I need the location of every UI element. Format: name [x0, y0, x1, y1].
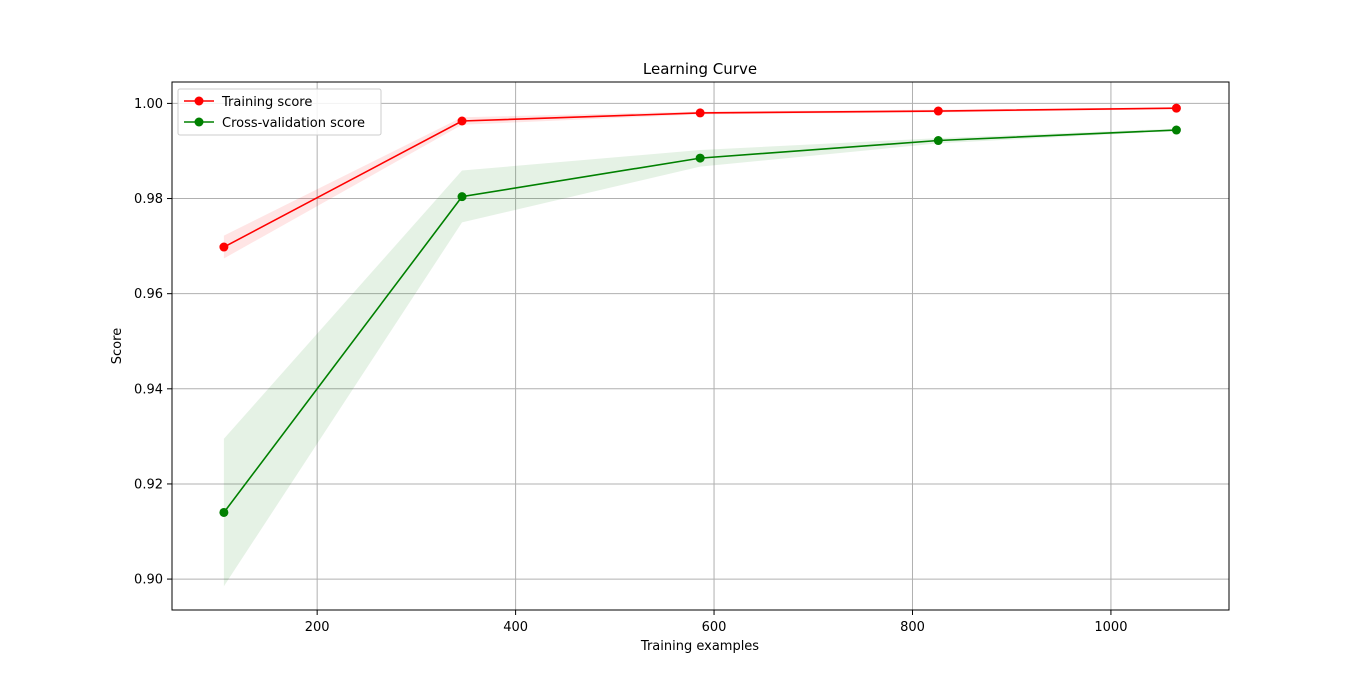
- legend: Training score Cross-validation score: [177, 88, 382, 136]
- x-axis-label: Training examples: [640, 639, 759, 654]
- plot-frame: [171, 81, 1230, 611]
- training-score-point: [933, 106, 943, 116]
- x-tick-label: 800: [900, 620, 925, 635]
- y-tick-label: 1.00: [134, 97, 163, 112]
- cross-validation-score-point: [695, 153, 705, 163]
- chart-title: Learning Curve: [643, 60, 757, 78]
- series-markers: [219, 103, 1181, 517]
- legend-training-marker: [194, 96, 204, 106]
- x-tick-label: 1000: [1094, 620, 1127, 635]
- y-tick-label: 0.90: [134, 573, 163, 588]
- y-axis-ticks: 0.90 0.92 0.94 0.96 0.98 1.00: [134, 97, 172, 588]
- cross-validation-score-point: [933, 136, 943, 146]
- grid-lines: [172, 82, 1229, 610]
- training-score-point: [695, 108, 705, 118]
- x-tick-label: 600: [702, 620, 727, 635]
- training-score-point: [457, 116, 467, 126]
- y-tick-label: 0.96: [134, 287, 163, 302]
- cross-validation-score-point: [1171, 125, 1181, 135]
- legend-box: [177, 88, 382, 136]
- x-tick-label: 400: [503, 620, 528, 635]
- cross-validation-score-point: [219, 507, 229, 517]
- x-tick-label: 200: [305, 620, 330, 635]
- legend-training-label: Training score: [221, 95, 312, 110]
- y-tick-label: 0.92: [134, 477, 163, 492]
- training-score-point: [219, 242, 229, 252]
- training-score-point: [1171, 103, 1181, 113]
- legend-cv-marker: [194, 117, 204, 127]
- cross-validation-score-point: [457, 192, 467, 202]
- y-axis-label: Score: [110, 328, 125, 364]
- legend-cv-label: Cross-validation score: [222, 116, 365, 131]
- y-tick-label: 0.94: [134, 382, 163, 397]
- x-axis-ticks: 200 400 600 800 1000: [305, 610, 1127, 635]
- y-tick-label: 0.98: [134, 192, 163, 207]
